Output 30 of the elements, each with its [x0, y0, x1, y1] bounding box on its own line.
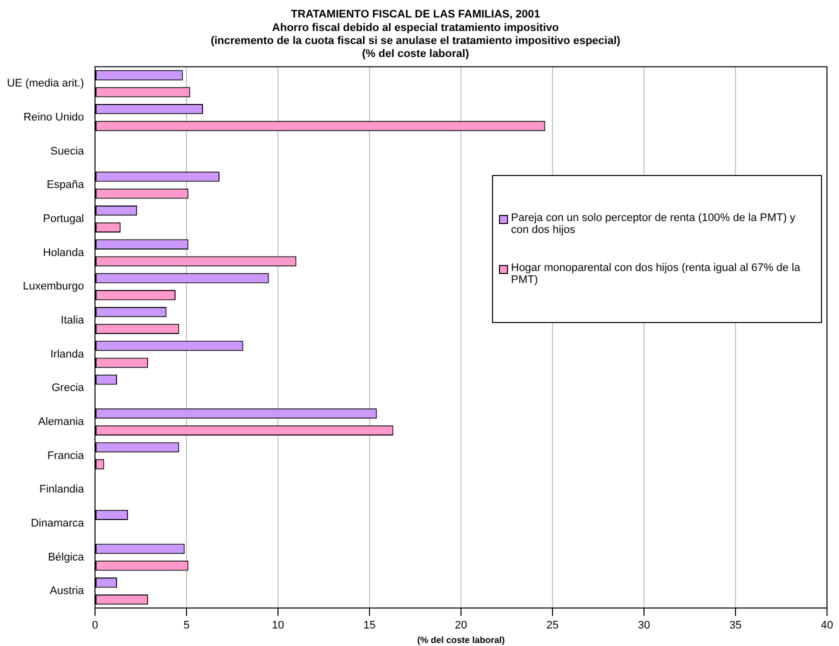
x-tick-label: 20	[454, 620, 468, 632]
y-tick-label: Holanda	[43, 246, 85, 259]
x-tick-label: 10	[272, 620, 284, 632]
y-tick-label: Alemania	[38, 416, 85, 428]
legend-label: Pareja con un solo perceptor de renta (100% de la PMT) y con dos hijos	[511, 212, 796, 236]
x-tick-label: 40	[820, 620, 834, 632]
legend-label: Hogar monoparental con dos hijos (renta igual al 67% de la PMT)	[511, 262, 802, 286]
y-tick-label: Austria	[50, 585, 85, 598]
x-tick-label: 30	[638, 620, 650, 632]
y-tick-label: Irlanda	[50, 348, 85, 360]
y-tick-label: UE (media arit.)	[6, 78, 84, 90]
y-tick-label: Dinamarca	[30, 517, 85, 530]
chart-subtitle: Ahorro fiscal debido al especial tratamiento impositivo (incremento de la cuota fiscal si se anulase el tratamiento impositivo especial) (% del coste laboral)	[210, 22, 621, 60]
chart-title: TRATAMIENTO FISCAL DE LAS FAMILIAS, 2001	[290, 8, 540, 21]
y-tick-label: Finlandia	[39, 484, 85, 496]
y-tick-label: Reino Unido	[23, 112, 84, 124]
y-tick-label: Grecia	[52, 382, 85, 394]
y-tick-label: Italia	[60, 314, 85, 327]
y-tick-label: Suecia	[50, 145, 85, 158]
y-tick-label: Francia	[47, 450, 85, 462]
x-tick-label: 15	[363, 620, 376, 632]
y-tick-label: Bélgica	[48, 551, 85, 564]
x-axis-title: (% del coste laboral)	[417, 635, 505, 646]
y-tick-label: Portugal	[43, 213, 84, 226]
x-tick-label: 25	[546, 620, 559, 632]
y-tick-label: España	[46, 179, 85, 192]
x-tick-label: 5	[183, 620, 190, 632]
y-tick-label: Luxemburgo	[22, 280, 84, 293]
x-tick-label: 35	[729, 620, 742, 632]
x-tick-label: 0	[92, 620, 98, 632]
